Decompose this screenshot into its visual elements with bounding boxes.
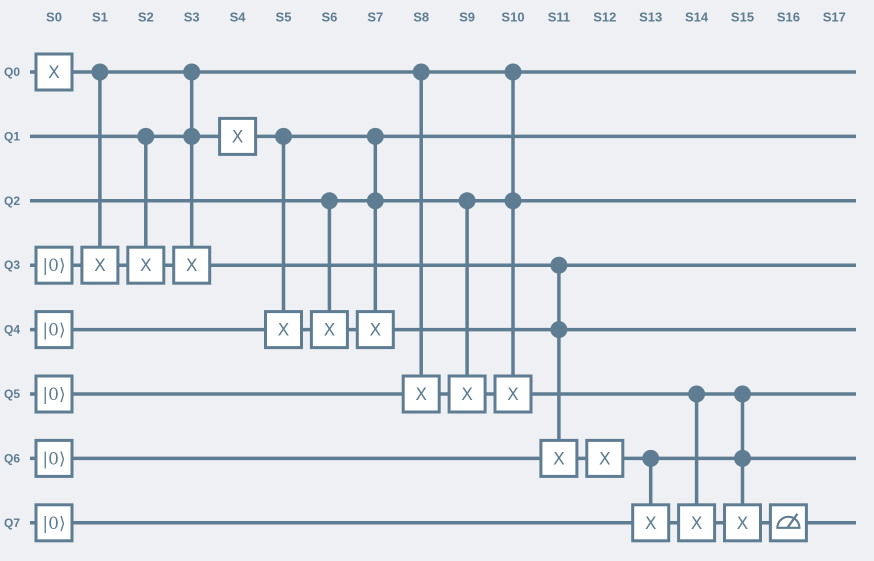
- init-gate-q3-label: |0⟩: [42, 256, 65, 276]
- control-dot-s7-q1: [366, 127, 384, 145]
- step-label-s14: S14: [685, 10, 709, 25]
- cx-target-s15-q7-label: X: [737, 514, 749, 534]
- init-gate-q7-label: |0⟩: [42, 514, 65, 534]
- cx-target-s13-q7: [631, 503, 671, 543]
- step-label-s0: S0: [46, 10, 62, 25]
- control-dot-s5-q1: [275, 127, 292, 145]
- measure-needle-icon: [786, 513, 799, 529]
- cx-target-s3-q3: [172, 245, 212, 285]
- cx-target-s8-q5: [401, 374, 441, 414]
- init-gate-q6: [34, 438, 74, 478]
- control-dot-s15-q5: [734, 385, 751, 403]
- control-dot-s8-q0: [412, 63, 430, 81]
- init-gate-q5-label: |0⟩: [42, 385, 65, 405]
- qubit-label-q7: Q7: [4, 516, 20, 530]
- qubit-label-q1: Q1: [4, 129, 20, 143]
- init-gate-q7: [34, 503, 74, 543]
- cx-target-s5-q4: [264, 310, 303, 350]
- control-dot-s1-q0: [91, 63, 109, 81]
- cx-target-s9-q5-label: X: [461, 385, 473, 405]
- cx-target-s11-q6: [539, 438, 579, 478]
- control-dot-s2-q1: [137, 127, 155, 145]
- step-label-s1: S1: [92, 10, 108, 25]
- cx-target-s14-q7-label: X: [691, 514, 703, 534]
- cx-target-s3-q3-label: X: [186, 256, 198, 276]
- control-dot-s13-q6: [642, 449, 660, 467]
- x-gate-s4-q1: [218, 116, 258, 156]
- qubit-label-q5: Q5: [4, 387, 20, 401]
- qubit-label-q0: Q0: [4, 65, 20, 79]
- step-label-s10: S10: [501, 10, 524, 25]
- cx-target-s8-q5-label: X: [415, 385, 427, 405]
- step-label-s11: S11: [548, 10, 570, 25]
- control-dot-s10-q0: [504, 63, 522, 81]
- cx-target-s7-q4-label: X: [369, 321, 381, 341]
- qubit-label-q4: Q4: [4, 323, 20, 337]
- step-label-s4: S4: [230, 10, 247, 25]
- control-dot-s3-q1: [183, 127, 201, 145]
- step-label-s15: S15: [731, 10, 754, 25]
- cx-target-s10-q5: [493, 374, 533, 414]
- cx-target-s10-q5-label: X: [507, 385, 519, 405]
- qubit-label-q6: Q6: [4, 451, 20, 465]
- x-gate-s0-q0: [34, 52, 74, 92]
- step-label-s5: S5: [276, 10, 292, 25]
- control-dot-s11-q4: [550, 321, 568, 339]
- control-dot-s10-q2: [504, 192, 522, 210]
- cx-target-s11-q6-label: X: [553, 449, 565, 469]
- step-label-s13: S13: [639, 10, 662, 25]
- control-dot-s14-q5: [688, 385, 706, 403]
- cx-target-s6-q4-label: X: [324, 321, 336, 341]
- step-label-s8: S8: [413, 10, 429, 25]
- cx-target-s13-q7-label: X: [645, 514, 657, 534]
- step-label-s2: S2: [138, 10, 154, 25]
- step-label-s9: S9: [459, 10, 475, 25]
- measure-gate-q7: [768, 503, 808, 543]
- cx-target-s9-q5: [447, 374, 487, 414]
- measure-icon: [776, 515, 801, 529]
- step-label-s17: S17: [823, 10, 846, 25]
- cx-target-s15-q7: [723, 503, 762, 543]
- step-label-s3: S3: [184, 10, 200, 25]
- x-gate-s12-q6-label: X: [599, 449, 611, 469]
- cx-target-s2-q3-label: X: [140, 256, 152, 276]
- init-gate-q5: [34, 374, 74, 414]
- init-gate-q4-label: |0⟩: [42, 321, 65, 341]
- step-label-s7: S7: [367, 10, 383, 25]
- cx-target-s14-q7: [677, 503, 717, 543]
- cx-target-s1-q3: [80, 245, 120, 285]
- cx-target-s7-q4: [355, 310, 395, 350]
- control-dot-s6-q2: [320, 192, 338, 210]
- qubit-label-q2: Q2: [4, 194, 20, 208]
- cx-target-s2-q3: [126, 245, 166, 285]
- init-gate-q3: [34, 245, 74, 285]
- control-dot-s11-q3: [550, 256, 568, 274]
- x-gate-s12-q6: [585, 438, 625, 478]
- qubit-label-q3: Q3: [4, 258, 20, 272]
- init-gate-q4: [34, 310, 74, 350]
- cx-target-s6-q4: [309, 310, 349, 350]
- x-gate-s4-q1-label: X: [232, 127, 244, 147]
- step-label-s16: S16: [777, 10, 800, 25]
- step-label-s6: S6: [321, 10, 337, 25]
- step-label-s12: S12: [593, 10, 616, 25]
- cx-target-s1-q3-label: X: [94, 256, 106, 276]
- cx-target-s5-q4-label: X: [278, 321, 290, 341]
- control-dot-s15-q6: [734, 449, 751, 467]
- control-dot-s7-q2: [366, 192, 384, 210]
- control-dot-s9-q2: [458, 192, 476, 210]
- control-dot-s3-q0: [183, 63, 201, 81]
- init-gate-q6-label: |0⟩: [42, 449, 65, 469]
- x-gate-s0-q0-label: X: [48, 63, 60, 83]
